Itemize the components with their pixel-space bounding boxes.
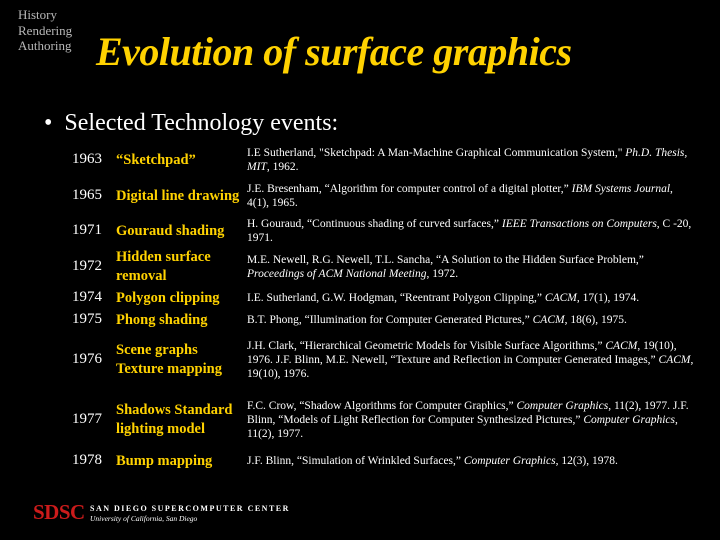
timeline-row: 1976 Scene graphs Texture mapping J.H. Cla… [0, 331, 720, 389]
bullet-text: Selected Technology events: [64, 110, 339, 136]
row-event: Digital line drawing [116, 187, 240, 204]
row-year: 1971 [72, 222, 102, 238]
slide-title: Evolution of surface graphics [96, 29, 572, 74]
reference-segment: B.T. Phong, “Illumination for Computer G… [247, 314, 533, 326]
row-year: 1976 [72, 351, 102, 367]
reference-venue: IEEE Transactions on Computers [501, 218, 657, 230]
reference-text: I.E Sutherland, "Sketchpad: A Man-Machin… [247, 146, 697, 174]
row-reference: J.F. Blinn, “Simulation of Wrinkled Surf… [247, 450, 697, 472]
reference-venue: Computer Graphics [463, 455, 556, 467]
timeline-row: 1963 “Sketchpad” I.E Sutherland, "Sketchpa… [0, 147, 720, 173]
reference-text: I.E. Sutherland, G.W. Hodgman, “Reentran… [247, 291, 639, 305]
reference-venue: Computer Graphics [583, 414, 676, 426]
sdsc-logo: SDSC [33, 500, 85, 524]
row-event: Hidden surface removal [116, 249, 211, 284]
timeline-row: 1965 Digital line drawing J.E. Bresenham, … [0, 176, 720, 216]
reference-segment: F.C. Crow, “Shadow Algorithms for Comput… [247, 400, 517, 412]
row-year: 1977 [72, 411, 102, 427]
reference-segment: , 17(1), 1974. [576, 292, 640, 304]
reference-text: M.E. Newell, R.G. Newell, T.L. Sancha, “… [247, 253, 697, 281]
row-reference: J.H. Clark, “Hierarchical Geometric Mode… [247, 331, 697, 389]
reference-venue: Ph.D. Thesis, MIT [247, 147, 688, 173]
reference-venue: CACM [544, 292, 577, 304]
row-reference: F.C. Crow, “Shadow Algorithms for Comput… [247, 392, 697, 448]
reference-segment: I.E. Sutherland, G.W. Hodgman, “Reentran… [247, 292, 545, 304]
reference-text: J.F. Blinn, “Simulation of Wrinkled Surf… [247, 454, 618, 468]
reference-text: F.C. Crow, “Shadow Algorithms for Comput… [247, 399, 697, 441]
row-event: Gouraud shading [116, 222, 225, 239]
reference-segment: M.E. Newell, R.G. Newell, T.L. Sancha, “… [247, 254, 644, 266]
row-year: 1972 [72, 258, 102, 274]
reference-segment: , 1962. [266, 161, 299, 173]
row-reference: J.E. Bresenham, “Algorithm for computer … [247, 176, 697, 216]
footer-university: University of California, San Diego [90, 514, 198, 523]
reference-text: J.E. Bresenham, “Algorithm for computer … [247, 182, 697, 210]
row-event: Polygon clipping [116, 289, 220, 306]
reference-segment: J.F. Blinn, “Simulation of Wrinkled Surf… [247, 455, 464, 467]
nav-menu: History Rendering Authoring [18, 7, 88, 54]
reference-text: H. Gouraud, “Continuous shading of curve… [247, 217, 697, 245]
reference-segment: , 4(1), 1965. [247, 183, 673, 209]
row-year: 1978 [72, 452, 102, 468]
row-event: “Sketchpad” [116, 151, 196, 168]
reference-venue: IBM Systems Journal [571, 183, 671, 195]
timeline-row: 1971 Gouraud shading H. Gouraud, “Continuo… [0, 217, 720, 245]
nav-item-history[interactable]: History [18, 7, 57, 22]
nav-item-authoring[interactable]: Authoring [18, 38, 72, 53]
row-reference: H. Gouraud, “Continuous shading of curve… [247, 217, 697, 245]
reference-segment: H. Gouraud, “Continuous shading of curve… [247, 218, 502, 230]
reference-segment: , 19(10), 1976. [247, 354, 694, 380]
reference-venue: CACM [605, 340, 638, 352]
row-event: Bump mapping [116, 452, 213, 469]
reference-segment: I.E Sutherland, "Sketchpad: A Man-Machin… [247, 147, 626, 159]
timeline-row: 1977 Shadows Standard lighting model F.C. … [0, 392, 720, 448]
reference-text: J.H. Clark, “Hierarchical Geometric Mode… [247, 339, 697, 381]
row-year: 1965 [72, 187, 102, 203]
reference-segment: , 18(6), 1975. [564, 314, 627, 326]
timeline-row: 1978 Bump mapping J.F. Blinn, “Simulation … [0, 450, 720, 472]
row-reference: I.E. Sutherland, G.W. Hodgman, “Reentran… [247, 288, 697, 308]
reference-venue: CACM [532, 314, 565, 326]
reference-segment: , 19(10), 1976. J.F. Blinn, M.E. Newell,… [247, 340, 677, 366]
row-event: Shadows Standard lighting model [116, 402, 233, 437]
reference-segment: J.H. Clark, “Hierarchical Geometric Mode… [247, 340, 606, 352]
row-event: Scene graphs Texture mapping [116, 342, 222, 377]
timeline-row: 1972 Hidden surface removal M.E. Newell, R… [0, 248, 720, 286]
row-reference: B.T. Phong, “Illumination for Computer G… [247, 310, 697, 330]
timeline-row: 1975 Phong shading B.T. Phong, “Illuminati… [0, 310, 720, 330]
reference-segment: , 12(3), 1978. [555, 455, 618, 467]
footer-center-name: SAN DIEGO SUPERCOMPUTER CENTER [90, 504, 290, 513]
reference-venue: CACM [658, 354, 691, 366]
bullet-icon: • [44, 110, 53, 136]
reference-segment: , 11(2), 1977. [247, 414, 678, 440]
row-year: 1974 [72, 289, 102, 305]
reference-text: B.T. Phong, “Illumination for Computer G… [247, 313, 627, 327]
bullet-heading: • Selected Technology events: [44, 110, 338, 137]
row-reference: I.E Sutherland, "Sketchpad: A Man-Machin… [247, 147, 697, 173]
reference-segment: , 1972. [426, 268, 459, 280]
reference-venue: Proceedings of ACM National Meeting [247, 268, 427, 280]
reference-venue: Computer Graphics [516, 400, 609, 412]
reference-segment: , 11(2), 1977. J.F. Blinn, “Models of Li… [247, 400, 689, 426]
reference-segment: , C -20, 1971. [247, 218, 692, 244]
row-year: 1975 [72, 311, 102, 327]
reference-segment: J.E. Bresenham, “Algorithm for computer … [247, 183, 572, 195]
timeline-row: 1974 Polygon clipping I.E. Sutherland, G.W… [0, 288, 720, 308]
row-year: 1963 [72, 151, 102, 167]
nav-item-rendering[interactable]: Rendering [18, 22, 73, 38]
row-reference: M.E. Newell, R.G. Newell, T.L. Sancha, “… [247, 248, 697, 286]
row-event: Phong shading [116, 311, 208, 328]
